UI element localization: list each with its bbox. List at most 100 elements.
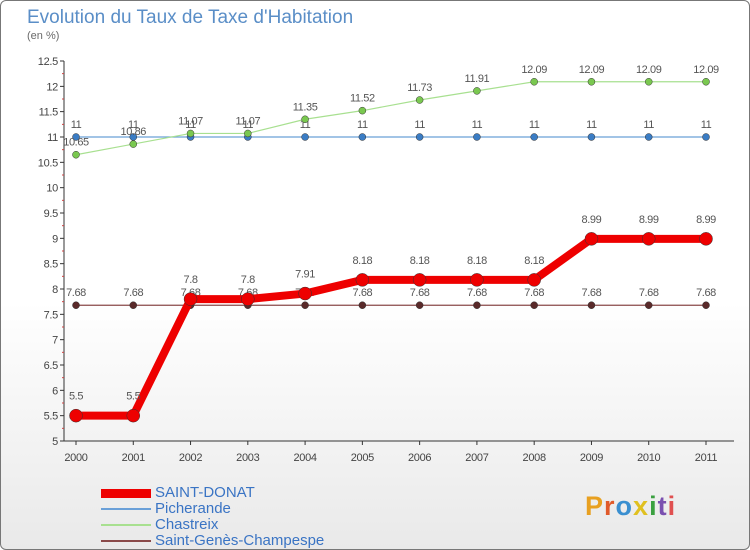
data-label: 8.99	[639, 214, 659, 226]
x-tick-label: 2003	[236, 452, 259, 464]
data-label: 7.8	[241, 274, 255, 286]
x-tick-label: 2000	[64, 452, 87, 464]
y-tick-label: 6	[52, 385, 58, 397]
data-label: 5.5	[126, 391, 140, 403]
data-label: 11	[529, 119, 540, 131]
data-label: 7.68	[66, 287, 86, 299]
data-label: 7.8	[183, 274, 197, 286]
y-tick-label: 7.5	[44, 309, 59, 321]
data-point	[72, 150, 80, 159]
data-point	[702, 301, 710, 309]
data-label: 7.68	[524, 287, 544, 299]
data-point	[587, 78, 596, 86]
data-label: 11.07	[178, 115, 203, 127]
data-point	[699, 232, 713, 246]
y-tick-label: 9.5	[44, 208, 59, 220]
data-point	[69, 408, 83, 423]
data-label: 11	[243, 119, 254, 131]
data-point	[644, 133, 653, 141]
legend-swatch	[101, 524, 151, 526]
data-label: 7.68	[467, 287, 487, 299]
data-point	[473, 133, 481, 141]
data-point	[126, 408, 141, 423]
y-tick-label: 9	[52, 233, 58, 245]
data-label: 7.68	[352, 287, 372, 299]
y-tick-label: 8.5	[44, 259, 59, 271]
data-point	[358, 106, 367, 115]
data-label: 11.91	[465, 73, 490, 85]
data-point	[301, 115, 309, 124]
data-point	[358, 301, 367, 309]
x-tick-label: 2008	[523, 452, 546, 464]
data-point	[358, 133, 367, 141]
legend-swatch	[101, 488, 151, 498]
data-label: 11	[300, 119, 311, 131]
data-point	[530, 301, 538, 309]
chart-unit: (en %)	[27, 30, 60, 42]
data-point	[129, 140, 138, 148]
x-tick-label: 2010	[637, 452, 660, 464]
data-label: 11	[357, 119, 368, 131]
series-line	[72, 234, 710, 420]
data-label: 11	[185, 119, 196, 131]
chart-title: Evolution du Taux de Taxe d'Habitation	[27, 7, 354, 28]
y-tick-label: 6.5	[44, 360, 59, 372]
data-label: 12.09	[693, 64, 719, 76]
proxiti-logo: Proxiti	[585, 491, 677, 521]
data-label: 10.86	[121, 126, 147, 138]
data-label: 7.68	[639, 287, 659, 299]
x-tick-label: 2001	[122, 452, 145, 464]
y-tick-label: 10	[46, 183, 58, 195]
data-label: 11.35	[293, 101, 318, 113]
y-tick-label: 10.5	[38, 157, 58, 169]
data-point	[415, 301, 424, 309]
y-tick-label: 12	[46, 81, 58, 93]
data-point	[72, 301, 80, 309]
data-label: 8.99	[582, 214, 602, 226]
data-label: 10.65	[63, 137, 89, 149]
data-label: 11	[586, 119, 597, 131]
data-label: 7.68	[696, 287, 716, 299]
data-label: 5.5	[69, 391, 83, 403]
y-tick-label: 7	[52, 335, 58, 347]
data-label: 11	[414, 119, 425, 131]
x-tick-label: 2002	[179, 452, 202, 464]
y-tick-label: 12.5	[38, 56, 58, 68]
data-point	[355, 273, 370, 287]
data-point	[473, 87, 481, 95]
data-point	[644, 301, 653, 309]
data-label: 12.09	[636, 64, 662, 76]
data-label: 11	[128, 119, 139, 131]
data-point	[301, 301, 309, 309]
data-point	[412, 273, 427, 287]
data-point	[530, 78, 538, 86]
legend-swatch	[101, 540, 151, 542]
data-point	[241, 292, 255, 306]
legend-label: Saint-Genès-Champespe	[155, 532, 325, 549]
data-label: 7.68	[123, 287, 143, 299]
legend-label: SAINT-DONAT	[155, 484, 255, 501]
data-point	[587, 133, 596, 141]
series-line	[75, 81, 707, 156]
data-point	[72, 133, 80, 141]
data-label: 7.91	[295, 269, 315, 281]
y-tick-label: 5.5	[44, 411, 59, 423]
data-point	[470, 273, 484, 287]
legend-swatch	[101, 508, 151, 510]
legend-label: Chastreix	[155, 516, 219, 533]
data-point	[644, 78, 653, 86]
x-tick-label: 2005	[351, 452, 374, 464]
x-tick-label: 2009	[580, 452, 603, 464]
y-tick-label: 11	[47, 132, 58, 144]
data-point	[186, 129, 195, 138]
data-point	[244, 129, 252, 138]
data-label: 11	[71, 119, 82, 131]
data-point	[527, 273, 541, 287]
data-point	[129, 301, 138, 309]
data-point	[530, 133, 538, 141]
data-point	[584, 232, 599, 246]
data-point	[587, 301, 596, 309]
legend-label: Picherande	[155, 500, 231, 517]
